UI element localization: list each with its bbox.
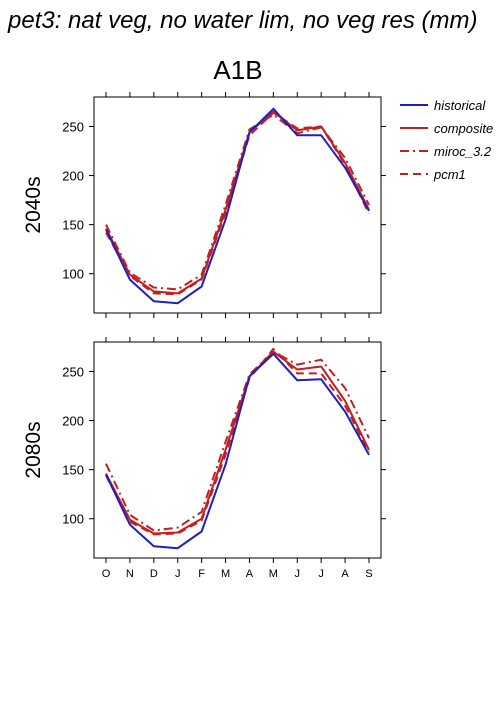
legend-item-pcm1: pcm1 [400,167,466,182]
legend-item-historical: historical [400,98,486,113]
legend-label-miroc: miroc_3.2 [434,144,492,159]
series-line-pcm1 [105,347,370,536]
x-tick-label: J [318,568,324,580]
x-tick-label: M [221,568,230,580]
x-tick-label: S [365,568,372,580]
series-line-historical [105,352,370,550]
x-tick-label: J [295,568,301,580]
y-tick-label: 200 [62,414,84,429]
chart-title: pet3: nat veg, no water lim, no veg res … [7,7,478,34]
plot-frame [93,341,382,559]
y-tick-label: 150 [62,218,84,233]
series-line-historical [105,107,370,305]
y-tick-label: 150 [62,463,84,478]
legend-label-historical: historical [434,98,486,113]
row-label: 2040s [22,176,45,233]
scenario-title: A1B [213,55,262,85]
x-tick-label: A [341,568,349,580]
series-line-composite [105,350,370,535]
series-line-composite [105,110,370,295]
x-tick-label: A [246,568,254,580]
legend-label-pcm1: pcm1 [433,167,466,182]
y-tick-label: 250 [62,119,84,134]
plot-frame [93,96,382,314]
panel-2080s: 2080s O N D J F M A M J J A S 100 150 200 250 [22,337,386,580]
series-line-miroc-3-2 [105,113,370,291]
x-tick-label: N [126,568,134,580]
legend-item-miroc: miroc_3.2 [400,144,492,159]
x-tick-label: M [269,568,278,580]
y-tick-label: 200 [62,169,84,184]
series-line-miroc-3-2 [105,350,370,532]
panel-2040s: 2040s 100 150 200 250 [22,92,386,318]
row-label: 2080s [22,421,45,478]
x-tick-label: O [102,568,111,580]
series-line-pcm1 [105,111,370,296]
y-tick-label: 100 [62,512,84,527]
legend-label-composite: composite [434,121,493,136]
y-tick-label: 100 [62,267,84,282]
x-tick-label: D [150,568,158,580]
y-tick-label: 250 [62,364,84,379]
x-tick-label: J [175,568,181,580]
legend-item-composite: composite [400,121,493,136]
legend: historical composite miroc_3.2 pcm1 [400,98,493,182]
x-tick-label: F [198,568,205,580]
